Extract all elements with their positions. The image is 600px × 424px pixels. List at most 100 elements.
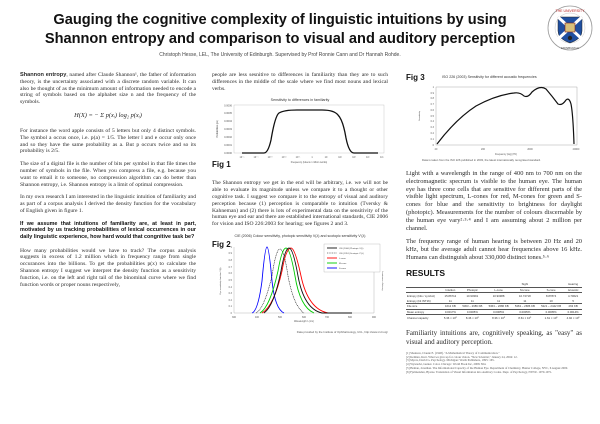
svg-text:0.3: 0.3	[431, 126, 435, 129]
results-heading: RESULTS	[406, 267, 446, 278]
file-size-paragraph: The size of a digital file is the number…	[20, 161, 196, 188]
cell: 10	[549, 298, 553, 303]
svg-text:Wavelength λ (nm): Wavelength λ (nm)	[294, 320, 314, 323]
cell: 5221 – 2442 KB	[541, 304, 562, 309]
reference-item: [5] Heman, Jonathan. The Informational C…	[406, 365, 568, 370]
references-list: [1] Shannon, Claude E. (1948). "A Mathem…	[406, 351, 582, 374]
svg-text:0: 0	[231, 312, 233, 315]
svg-text:900: 900	[372, 316, 377, 319]
fig1-title: Sensitivity to differences in familiarit…	[270, 98, 330, 103]
cell: 11	[470, 298, 474, 303]
svg-text:Eye sensitivity function V(λ): Eye sensitivity function V(λ)	[219, 267, 222, 294]
svg-text:10: 10	[325, 156, 328, 159]
svg-text:10⁻²: 10⁻²	[282, 156, 287, 159]
col-header	[406, 287, 442, 294]
col-header-photopic: Photopic	[459, 287, 486, 294]
svg-text:0.7: 0.7	[431, 103, 435, 106]
row-label: Channel capacity	[407, 315, 429, 320]
table-row: File size 1612 KB 5363 – 2686 KB 5363 – …	[406, 303, 582, 309]
fig2-source: Data provided by the Institute of Ophtha…	[296, 329, 388, 334]
svg-text:0.3: 0.3	[229, 292, 233, 295]
reference-item: [3] Myers, David G. Psychology. Michigan…	[406, 358, 495, 363]
cell: 0.0005%	[493, 310, 505, 315]
university-crest-icon: THE UNIVERSITY EDINBURGH	[547, 5, 593, 51]
svg-text:10⁻³: 10⁻³	[268, 156, 273, 159]
svg-text:0.4: 0.4	[431, 120, 435, 123]
cell: 5363 – 2686 KB	[462, 304, 483, 309]
cell: 5363 – 2686 KB	[488, 304, 509, 309]
svg-text:0.0002: 0.0002	[224, 135, 232, 139]
cell: 11	[523, 298, 527, 303]
svg-text:500: 500	[278, 316, 283, 319]
svg-text:10⁵: 10⁵	[380, 155, 384, 159]
svg-text:20: 20	[435, 148, 438, 151]
svg-text:0.0001: 0.0001	[224, 143, 232, 147]
poster-title: Gauging the cognitive complexity of ling…	[20, 11, 540, 49]
reference-item: [2] Kelman, Kurt. What we give up for co…	[406, 354, 518, 359]
probabilities-paragraph: How many probabilities would we have to …	[20, 247, 196, 288]
svg-text:S-cone: S-cone	[339, 268, 347, 270]
cell: 10.90388	[492, 293, 505, 298]
cell: 0.0014%	[567, 310, 579, 315]
cell: 8.87874	[546, 293, 557, 298]
svg-text:800: 800	[348, 316, 353, 319]
svg-text:0.9: 0.9	[229, 252, 233, 255]
cell: 8.61 × 10⁵	[518, 315, 532, 320]
column-3: Fig 3 ISO 226 (2003) Sensitivity for dif…	[406, 70, 582, 374]
svg-text:0.2: 0.2	[229, 299, 233, 302]
col-header-s-cone: S-cone	[537, 287, 565, 294]
figure-3-chart: Fig 3 ISO 226 (2003) Sensitivity for dif…	[406, 70, 582, 164]
cell: 11	[497, 298, 501, 303]
cell: 4.92 × 10⁵	[566, 315, 580, 320]
cell: 8.36 × 10⁵	[492, 315, 506, 320]
fig2-label: Fig 2	[212, 239, 231, 249]
cell: 1.61 × 10⁵	[544, 315, 558, 320]
reference-item: [1] Shannon, Claude E. (1948). "A Mathem…	[406, 351, 500, 356]
poster-header: Gauging the cognitive complexity of ling…	[0, 0, 600, 62]
svg-text:0.0003: 0.0003	[224, 127, 232, 131]
cell: 15.86712	[444, 293, 457, 298]
svg-text:CIE (2006) Photopic V(λ): CIE (2006) Photopic V(λ)	[339, 247, 364, 250]
svg-text:1: 1	[433, 86, 435, 89]
shannon-entropy-term: Shannon entropy	[20, 72, 67, 78]
svg-text:200: 200	[481, 148, 486, 151]
svg-text:10³: 10³	[352, 156, 356, 159]
svg-text:10⁴: 10⁴	[366, 155, 370, 159]
col-header-intuition: Intuition	[441, 287, 460, 294]
cell: 8.46 × 10⁵	[465, 315, 479, 320]
hearing-paragraph: The frequency range of human hearing is …	[406, 238, 582, 261]
svg-text:0.7: 0.7	[229, 266, 233, 269]
row-label: Entropy (bits / symbol)	[407, 293, 435, 298]
cell: 4.70621	[568, 293, 579, 298]
svg-text:M-cone: M-cone	[339, 263, 347, 265]
cell: 10.90391	[466, 293, 479, 298]
cell: 0.0005%	[545, 310, 557, 315]
svg-text:0.1: 0.1	[431, 138, 435, 141]
svg-text:2000: 2000	[527, 148, 533, 151]
cell: 5.36 × 10⁵	[443, 315, 457, 320]
svg-text:10⁻¹: 10⁻¹	[296, 156, 301, 159]
svg-text:0.5: 0.5	[229, 279, 233, 282]
fig1-label: Fig 1	[212, 160, 231, 170]
col-header-acoustic: Acoustic	[564, 287, 582, 294]
svg-text:0.8: 0.8	[229, 259, 233, 262]
svg-text:20000: 20000	[573, 148, 580, 151]
conclusion-paragraph: Familiarity intuitions are, cognitively …	[406, 329, 582, 346]
apple-example-paragraph: For instance the word apple consists of …	[20, 127, 196, 155]
fig3-source: Data is taken from the ISO 226 published…	[422, 158, 541, 162]
svg-text:Luminous efficiency: Luminous efficiency	[381, 271, 383, 291]
svg-text:0.1: 0.1	[229, 305, 233, 308]
svg-text:300: 300	[232, 316, 237, 319]
cell: 10.72718	[519, 293, 531, 298]
title-line-2: Shannon entropy and comparison to visual…	[44, 31, 516, 47]
svg-text:0.6: 0.6	[431, 109, 435, 112]
table-row: Entropy (bit INT16) 11 11 11 11 10 5	[406, 298, 582, 303]
vision-paragraph: Light with a wavelength in the range of …	[406, 170, 582, 232]
cell: 0.0005%	[466, 310, 478, 315]
fig3-label: Fig 3	[406, 73, 425, 82]
svg-text:0.0004: 0.0004	[224, 119, 232, 123]
research-paragraph: In my own research I am interested in th…	[20, 194, 197, 214]
svg-text:0.0000: 0.0000	[224, 151, 232, 155]
cell: 0.0017%	[444, 310, 456, 315]
cell: 11	[448, 298, 452, 303]
